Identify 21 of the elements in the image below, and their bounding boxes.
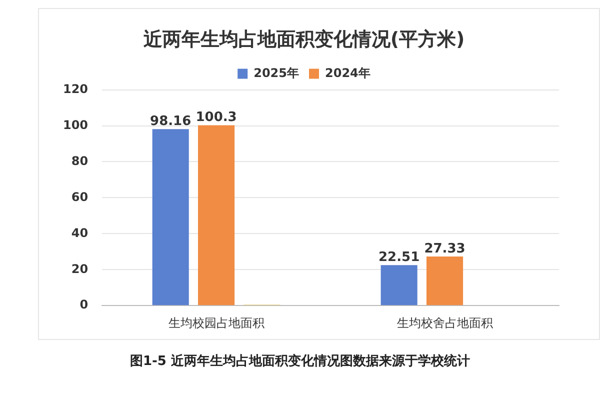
caption: 图1-5 近两年生均占地面积变化情况图数据来源于学校统计 <box>128 352 471 370</box>
y-tick-label: 40 <box>71 226 88 240</box>
legend-label: 2025年 <box>254 66 300 80</box>
bar <box>152 129 189 306</box>
y-tick-label: 120 <box>62 82 88 96</box>
data-label: 100.3 <box>196 110 237 126</box>
bar <box>380 265 418 306</box>
legend-label: 2024年 <box>325 66 370 80</box>
y-tick-label: 80 <box>71 154 88 168</box>
bar <box>426 256 464 306</box>
y-tick-label: 20 <box>71 262 88 276</box>
x-tick-label: 生均校舍占地面积 <box>396 316 493 330</box>
data-label: 27.33 <box>424 241 466 256</box>
chart-title: 近两年生均占地面积变化情况(平方米) <box>142 28 465 50</box>
y-tick-label: 0 <box>80 298 88 312</box>
y-tick-label: 100 <box>62 118 88 132</box>
data-label: 22.51 <box>378 250 420 265</box>
x-tick-label: 生均校园占地面积 <box>168 316 264 330</box>
data-label: 98.16 <box>150 114 192 129</box>
y-tick-label: 60 <box>71 190 88 204</box>
bar <box>198 125 235 306</box>
